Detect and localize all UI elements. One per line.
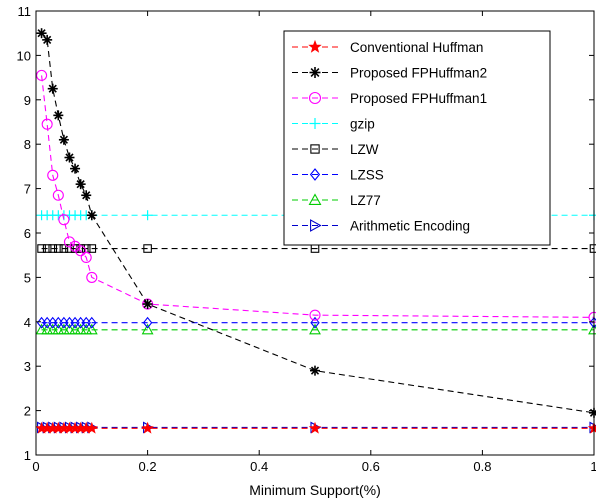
series-proposed-fphuffman2 [36, 28, 596, 418]
data-point [87, 316, 97, 329]
series-layer [35, 28, 596, 434]
legend-item: gzip [292, 117, 375, 132]
data-point [58, 134, 69, 145]
data-point [308, 193, 322, 205]
x-tick-label: 0.4 [250, 459, 268, 474]
data-point [42, 244, 52, 253]
data-point [75, 179, 86, 190]
y-tick-label: 6 [24, 226, 31, 241]
data-point [309, 309, 321, 321]
y-tick-label: 2 [24, 404, 31, 419]
legend-label: LZW [350, 142, 379, 157]
data-point [142, 316, 153, 329]
legend-label: LZSS [350, 168, 384, 183]
data-point [309, 67, 321, 78]
data-point [142, 210, 153, 221]
data-point [310, 365, 320, 376]
y-tick-label: 8 [24, 137, 31, 152]
data-point [36, 69, 48, 81]
data-point [75, 245, 87, 257]
legend-label: gzip [350, 117, 375, 132]
data-point [70, 244, 80, 253]
x-tick-label: 0.2 [139, 459, 157, 474]
x-tick-label: 0 [32, 459, 39, 474]
legend-item: LZ77 [292, 193, 381, 208]
y-tick-label: 4 [24, 315, 31, 330]
x-tick-label: 0.8 [473, 459, 491, 474]
data-point [70, 163, 81, 174]
data-point [141, 323, 154, 335]
data-point [86, 210, 97, 221]
legend-label: Conventional Huffman [350, 40, 483, 55]
data-point [59, 244, 69, 253]
data-point [37, 244, 46, 253]
legend-item: Conventional Huffman [292, 39, 483, 55]
data-point [143, 244, 152, 253]
data-point [41, 118, 53, 130]
data-point [308, 421, 322, 434]
data-point [309, 118, 321, 129]
legend-item: Proposed FPHuffman2 [292, 66, 487, 81]
data-point [80, 251, 92, 263]
y-tick-label: 5 [24, 270, 31, 285]
data-point [36, 28, 47, 39]
data-point [309, 323, 321, 335]
data-point [65, 244, 74, 253]
data-point [48, 244, 58, 253]
data-point [308, 91, 322, 105]
data-point [87, 244, 97, 253]
data-point [81, 190, 92, 201]
data-point [53, 110, 64, 121]
y-tick-label: 3 [24, 359, 31, 374]
y-tick-label: 10 [17, 48, 31, 63]
y-tick-label: 11 [18, 4, 32, 19]
data-point [85, 323, 98, 335]
data-point [85, 421, 99, 434]
legend-item: Arithmetic Encoding [292, 219, 470, 234]
legend-label: LZ77 [350, 193, 381, 208]
data-point [308, 39, 322, 53]
data-point [54, 244, 63, 253]
y-tick-label: 9 [24, 93, 31, 108]
legend-item: LZW [292, 142, 379, 157]
data-point [310, 144, 320, 154]
y-tick-label: 7 [24, 182, 31, 197]
legend-label: Arithmetic Encoding [350, 219, 470, 234]
legend: Conventional Huffman Proposed FPHuffman2 P… [283, 30, 551, 246]
x-axis-label: Minimum Support(%) [249, 482, 380, 498]
y-tick-label: 1 [24, 448, 31, 463]
data-point [86, 271, 98, 283]
legend-label: Proposed FPHuffman1 [350, 91, 487, 106]
legend-box [283, 30, 551, 246]
data-point [58, 214, 70, 226]
x-tick-label: 1 [590, 459, 596, 474]
legend-item: Proposed FPHuffman1 [292, 91, 487, 106]
data-point [310, 219, 322, 232]
series-lz77 [35, 323, 596, 335]
data-point [309, 168, 321, 181]
data-point [76, 244, 85, 253]
data-point [52, 189, 64, 201]
x-tick-label: 0.6 [362, 459, 380, 474]
legend-item: LZSS [292, 168, 384, 183]
data-point [64, 152, 75, 163]
data-point [42, 34, 53, 45]
data-point [310, 316, 320, 329]
series-lzss [36, 316, 596, 329]
data-point [142, 299, 153, 310]
data-point [141, 421, 154, 434]
legend-label: Proposed FPHuffman2 [350, 66, 487, 81]
data-point [47, 169, 59, 181]
data-point [47, 83, 58, 94]
